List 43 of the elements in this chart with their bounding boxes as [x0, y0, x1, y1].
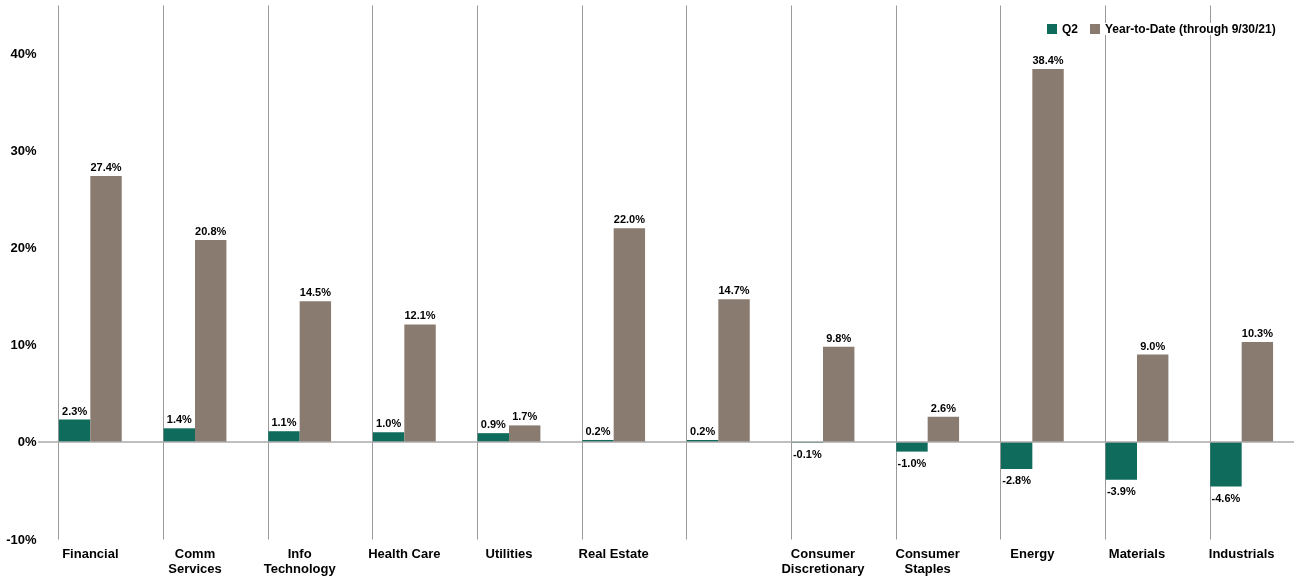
x-tick-label: Utilities	[485, 545, 533, 561]
data-label: 38.4%	[1032, 54, 1064, 67]
data-label: -1.0%	[897, 456, 927, 469]
y-tick-label: 30%	[10, 143, 37, 159]
x-tick-label: Financial	[62, 545, 119, 561]
data-label: 1.7%	[512, 410, 538, 423]
x-tick-label: Comm Services	[168, 545, 222, 576]
data-label: 14.5%	[299, 286, 332, 299]
y-tick-label: 20%	[10, 240, 37, 256]
data-label: 9.8%	[826, 331, 852, 344]
data-label: 9.0%	[1140, 339, 1166, 352]
data-label: 12.1%	[404, 309, 436, 322]
legend-label: Q2	[1062, 22, 1079, 36]
x-tick-label: Info Technology	[263, 545, 337, 576]
x-tick-label: Industrials	[1208, 545, 1275, 561]
x-tick-label: Consumer Discretionary	[781, 545, 866, 576]
data-label: 2.6%	[930, 401, 957, 414]
legend-label: Year-to-Date (through 9/30/21)	[1105, 22, 1276, 36]
x-tick-label: Consumer Staples	[895, 545, 960, 576]
data-label: 20.8%	[195, 224, 227, 237]
y-tick-label: 0%	[17, 434, 37, 450]
x-tick-label: Health Care	[368, 545, 441, 561]
data-label: 0.2%	[690, 424, 716, 437]
data-label: 2.3%	[62, 404, 88, 417]
data-label: 27.4%	[90, 160, 122, 173]
data-label: 1.4%	[166, 413, 193, 426]
data-label: 0.9%	[480, 418, 507, 431]
data-label: 22.0%	[613, 213, 646, 226]
data-label: 1.0%	[376, 417, 402, 430]
y-tick-label: 10%	[10, 337, 37, 353]
y-tick-label: 40%	[10, 46, 37, 62]
data-label: -2.8%	[1002, 474, 1032, 487]
data-label: -3.9%	[1106, 484, 1136, 497]
data-label: 1.1%	[271, 416, 297, 429]
y-tick-label: -10%	[6, 531, 37, 547]
x-tick-label: Energy	[1010, 545, 1056, 561]
x-tick-label: Materials	[1108, 545, 1166, 561]
x-tick-label: Real Estate	[578, 545, 649, 561]
data-label: -0.1%	[792, 447, 822, 460]
data-label: -4.6%	[1211, 491, 1241, 504]
data-label: 14.7%	[718, 284, 750, 297]
data-label: 0.2%	[585, 424, 611, 437]
data-label: 10.3%	[1241, 326, 1274, 339]
